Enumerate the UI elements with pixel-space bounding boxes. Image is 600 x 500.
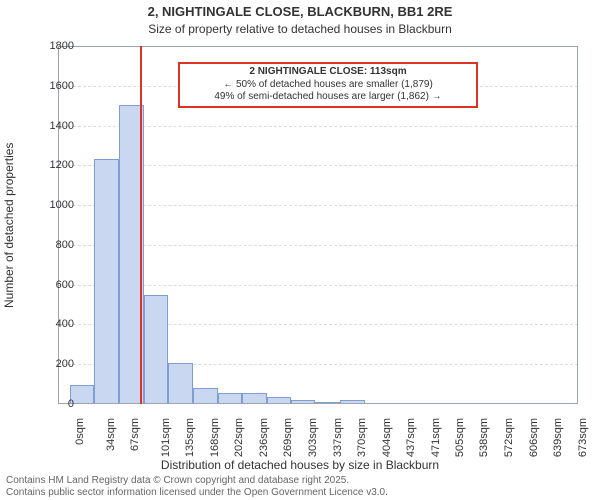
- histogram-bar: [218, 393, 242, 404]
- y-tick-label: 0: [30, 398, 74, 410]
- histogram-bar: [144, 295, 168, 404]
- y-tick-label: 1800: [30, 40, 74, 52]
- x-tick-label: 101sqm: [160, 418, 172, 457]
- x-tick-label: 269sqm: [282, 418, 294, 457]
- plot-area: 2 NIGHTINGALE CLOSE: 113sqm ← 50% of det…: [58, 46, 578, 404]
- chart-subtitle: Size of property relative to detached ho…: [0, 22, 600, 36]
- histogram-bar: [267, 397, 292, 404]
- x-tick-label: 572sqm: [503, 418, 515, 457]
- reference-vline: [140, 46, 142, 404]
- x-tick-label: 505sqm: [454, 418, 466, 457]
- y-tick-label: 800: [30, 239, 74, 251]
- chart-title: 2, NIGHTINGALE CLOSE, BLACKBURN, BB1 2RE: [0, 4, 600, 19]
- x-tick-label: 337sqm: [332, 418, 344, 457]
- x-tick-label: 236sqm: [258, 418, 270, 457]
- x-tick-label: 437sqm: [405, 418, 417, 457]
- annotation-line-1: 2 NIGHTINGALE CLOSE: 113sqm: [186, 66, 470, 79]
- histogram-chart: { "title": "2, NIGHTINGALE CLOSE, BLACKB…: [0, 0, 600, 500]
- x-tick-label: 639sqm: [552, 418, 564, 457]
- x-tick-label: 673sqm: [577, 418, 589, 457]
- histogram-bar: [315, 402, 340, 404]
- x-tick-label: 370sqm: [356, 418, 368, 457]
- x-tick-label: 34sqm: [105, 418, 117, 451]
- histogram-bar: [340, 400, 365, 404]
- y-tick-label: 600: [30, 279, 74, 291]
- annotation-line-2: ← 50% of detached houses are smaller (1,…: [186, 79, 470, 92]
- y-tick-label: 1400: [30, 120, 74, 132]
- histogram-bar: [168, 363, 193, 404]
- x-tick-label: 168sqm: [209, 418, 221, 457]
- histogram-bar: [70, 385, 94, 404]
- histogram-bar: [242, 393, 267, 404]
- x-tick-label: 0sqm: [74, 418, 86, 445]
- x-axis-label: Distribution of detached houses by size …: [0, 458, 600, 472]
- x-tick-label: 404sqm: [381, 418, 393, 457]
- y-tick-label: 400: [30, 318, 74, 330]
- footer-line-1: Contains HM Land Registry data © Crown c…: [6, 475, 349, 486]
- y-tick-label: 1000: [30, 199, 74, 211]
- histogram-bar: [193, 388, 218, 404]
- x-tick-label: 135sqm: [185, 418, 197, 457]
- y-axis-label: Number of detached properties: [2, 142, 16, 307]
- x-tick-label: 67sqm: [129, 418, 141, 451]
- y-tick-label: 200: [30, 358, 74, 370]
- annotation-box: 2 NIGHTINGALE CLOSE: 113sqm ← 50% of det…: [178, 62, 478, 108]
- y-tick-label: 1200: [30, 159, 74, 171]
- x-tick-label: 606sqm: [528, 418, 540, 457]
- histogram-bar: [291, 400, 315, 404]
- y-tick-label: 1600: [30, 80, 74, 92]
- histogram-bar: [94, 159, 119, 404]
- annotation-line-3: 49% of semi-detached houses are larger (…: [186, 91, 470, 104]
- footer-line-2: Contains public sector information licen…: [6, 487, 388, 498]
- x-tick-label: 471sqm: [430, 418, 442, 457]
- x-tick-label: 202sqm: [233, 418, 245, 457]
- x-tick-label: 303sqm: [307, 418, 319, 457]
- x-tick-label: 538sqm: [479, 418, 491, 457]
